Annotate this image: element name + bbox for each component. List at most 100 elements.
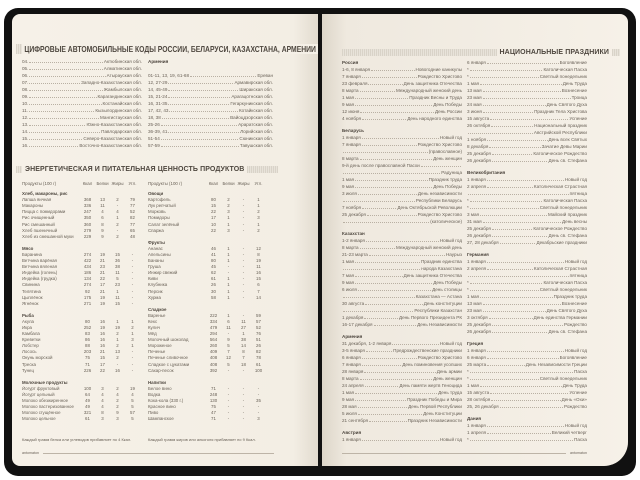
item-key: 9 мая	[342, 184, 355, 189]
table-cell: 1	[227, 251, 230, 257]
dot-leader	[491, 157, 548, 162]
item-key: *	[467, 74, 469, 79]
table-cell: 408	[209, 355, 218, 361]
table-cell: -	[131, 276, 134, 282]
table-cell: -	[116, 203, 119, 209]
table-cell: 7	[242, 355, 245, 361]
dot-leader	[370, 66, 415, 71]
dot-leader	[491, 225, 533, 230]
item-key: 57-59	[148, 143, 160, 148]
table-cell: 61	[256, 361, 261, 367]
group-heading: Рыба	[22, 312, 34, 318]
table-row: Молоко обезжиренное 49 4 2 5	[22, 398, 142, 404]
dot-leader	[29, 86, 103, 91]
table-cell: -	[242, 282, 245, 288]
table-cell: 19	[100, 251, 105, 257]
list-item: 1-6, 8 января Новогодние каникулы	[342, 66, 462, 73]
table-cell: -	[242, 270, 245, 276]
table-cell: 71	[211, 416, 216, 422]
list-item: 4 ноября День народного единства	[342, 115, 462, 122]
table-cell: Тунец	[22, 367, 35, 373]
item-key: 7 ноября	[342, 205, 362, 210]
group-heading: Овощи	[148, 191, 164, 197]
table-cell: Молоко пастеризованное	[22, 404, 74, 410]
column-header: Продукты (100 г)	[22, 181, 57, 186]
item-key: 27, 28 декабря	[467, 240, 499, 245]
table-row: Акула 80 16 1 1	[22, 319, 142, 325]
table-cell: -	[131, 282, 134, 288]
list-item: Казахстана — Астана	[342, 293, 462, 300]
table-cell: 35	[256, 398, 261, 403]
table-row: Рис смешанный 360 8 2 77	[22, 222, 142, 228]
table-cell: 5	[227, 361, 230, 367]
table-cell: 80	[85, 318, 90, 324]
item-value: День народного единства	[407, 116, 462, 121]
country-heading: Греция	[467, 341, 484, 346]
column-header: Ккал	[208, 181, 219, 186]
list-item: 1 мая День Труда	[467, 382, 587, 389]
table-cell: 2	[116, 404, 119, 410]
country-heading: Армения	[342, 334, 363, 339]
table-cell: Мёд	[148, 331, 157, 337]
item-value: Кызылординская обл.	[95, 108, 142, 113]
dot-leader	[368, 80, 403, 85]
item-value: Успение	[569, 390, 587, 395]
dot-leader	[343, 169, 441, 174]
item-value: (православное)	[428, 149, 462, 154]
item-key: 3 июля	[342, 191, 357, 196]
item-value: Праздник труда	[553, 294, 587, 299]
list-item: 24 апреля День памяти жертв Геноцида	[342, 382, 462, 389]
item-value: День Независимости Греции	[525, 362, 587, 367]
list-item: 26 декабря День св. Стефана	[467, 157, 587, 164]
table-cell: Салат зелёный	[148, 221, 180, 227]
table-cell: 21	[100, 258, 105, 264]
item-value: Праздник Весны и Труда	[409, 95, 462, 100]
item-value: День женщин	[433, 376, 462, 381]
table-cell: -	[242, 312, 245, 318]
table-cell: Ветчина вяленая	[22, 264, 57, 270]
dot-leader	[343, 218, 430, 223]
table-cell: -	[131, 264, 134, 270]
column-header: Продукты (100 г)	[148, 181, 183, 186]
table-cell: -	[131, 361, 134, 367]
item-value: Пасха	[574, 437, 587, 442]
list-item: 1 мая Праздник единства	[342, 258, 462, 265]
item-key: 9-й день после православной Пасхи	[342, 163, 420, 168]
list-item: * Светлый понедельник	[467, 73, 587, 80]
table-row: Хурма 58 1 - 14	[148, 295, 268, 301]
dot-leader	[355, 258, 420, 263]
list-item: 6 июля День столицы	[342, 286, 462, 293]
right-footer: antomaton	[342, 451, 587, 455]
table-cell: 15	[115, 300, 120, 306]
item-key: 04.	[22, 59, 29, 64]
table-row: Клубника 26 1 - 6	[148, 282, 268, 288]
list-item: 27, 28 декабря Декабрьские праздники	[467, 239, 587, 246]
item-key: 1 января	[342, 135, 361, 140]
item-value: Рождество Христово	[417, 355, 462, 360]
table-cell: 479	[209, 324, 218, 330]
list-item: 3 мая Майский праздник	[467, 211, 587, 218]
table-cell: Шампанское	[148, 416, 174, 422]
list-item: 26 декабря День св. Стефана	[467, 232, 587, 239]
table-cell: -	[227, 331, 230, 337]
table-cell: 5	[131, 404, 134, 410]
table-cell: -	[242, 367, 245, 373]
item-key: 11.	[22, 108, 29, 113]
dot-leader	[355, 279, 433, 284]
table-row: Сладкое с цукатами 408 5 18 61	[148, 362, 268, 368]
table-row: Картофель 80 2 - 1	[148, 197, 268, 203]
dot-leader	[29, 142, 79, 147]
table-cell: 13	[100, 197, 105, 203]
table-cell: 45	[211, 264, 216, 270]
table-cell: Ананас	[148, 245, 163, 251]
table-cell: Инжир свежий	[148, 270, 178, 276]
table-cell: 8	[242, 349, 245, 355]
table-cell: 3	[227, 227, 230, 233]
list-item: * Светлый понедельник	[467, 375, 587, 382]
table-cell: 82	[130, 215, 135, 221]
item-value: Светлый понедельник	[539, 74, 587, 79]
item-key: 8 марта	[342, 156, 359, 161]
table-cell: 4	[101, 209, 104, 215]
table-row: Лобстер 88 16 2 1	[22, 343, 142, 349]
table-row: Инжир свежий 62 - - 16	[148, 270, 268, 276]
